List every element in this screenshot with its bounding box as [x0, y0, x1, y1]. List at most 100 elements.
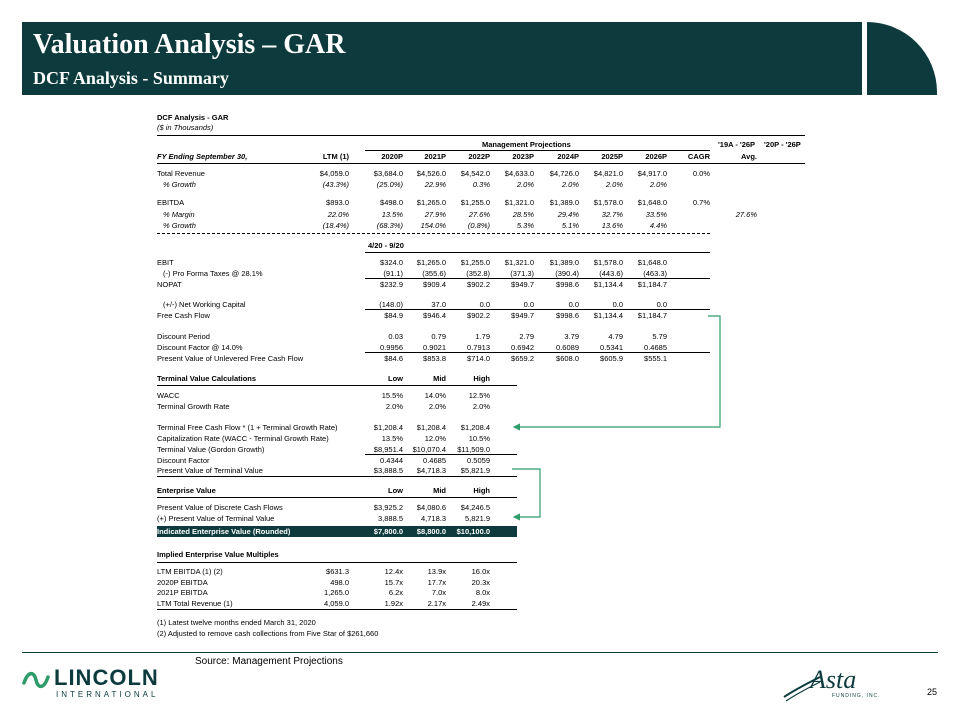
cell-value: 0.4685: [423, 456, 446, 465]
row-label: Indicated Enterprise Value (Rounded): [157, 527, 291, 536]
cell-value: $3,684.0: [373, 169, 403, 178]
cell-value: 2.49x: [471, 599, 490, 608]
cell-value: 6.2x: [388, 588, 403, 597]
cell-value: (18.4%): [322, 221, 349, 230]
cell-value: $1,389.0: [549, 258, 579, 267]
cell-value: 498.0: [330, 578, 349, 587]
tv-discount-rule: [365, 454, 517, 455]
cell-value: $1,389.0: [549, 198, 579, 207]
fcf-row: Free Cash Flow $84.9 $946.4 $902.2 $949.7 $99…: [157, 310, 805, 321]
enterprise-value-header: Enterprise Value Low Mid High: [157, 485, 805, 496]
row-label: FY Ending September 30,: [157, 152, 248, 161]
fcf-row: (-) Pro Forma Taxes @ 28.1% (91.1) (355.6)…: [157, 268, 805, 279]
multiples-row: LTM Total Revenue (1) 4,059.0 1.92x 2.17x 2.…: [157, 598, 805, 609]
title-banner: Valuation Analysis – GAR DCF Analysis - …: [22, 22, 862, 95]
row-label: 2020P EBITDA: [157, 578, 208, 587]
header-top-rule: [157, 135, 805, 136]
income-row: % Growth (18.4%) (68.3%) 154.0% (0.8%) 5.3% 5.…: [157, 220, 805, 231]
cell-value: (43.3%): [322, 180, 349, 189]
international-wordmark: INTERNATIONAL: [56, 690, 159, 699]
cell-value: (148.0): [379, 300, 403, 309]
avg-range-label: '20P - '26P: [764, 140, 801, 149]
enterprise-value-row: (+) Present Value of Terminal Value 3,888…: [157, 513, 805, 524]
cell-value: 2024P: [557, 152, 579, 161]
cell-value: 13.6%: [601, 221, 623, 230]
row-label: % Growth: [163, 221, 196, 230]
cell-value: $1,134.4: [593, 280, 623, 289]
cell-value: $4,726.0: [549, 169, 579, 178]
cell-value: 32.7%: [601, 210, 623, 219]
cell-value: $902.2: [467, 280, 490, 289]
terminal-value-row: Terminal Free Cash Flow * (1 + Terminal …: [157, 422, 805, 433]
row-label: Free Cash Flow: [157, 311, 210, 320]
cell-value: $1,578.0: [593, 258, 623, 267]
cell-value: 4.79: [608, 332, 623, 341]
cell-value: $998.6: [556, 311, 579, 320]
cell-value: 22.0%: [327, 210, 349, 219]
cell-value: $4,080.6: [416, 503, 446, 512]
cell-value: $1,265.0: [416, 198, 446, 207]
cell-value: $1,265.0: [416, 258, 446, 267]
taxes-rule: [365, 278, 710, 279]
cell-value: 1.92x: [384, 599, 403, 608]
terminal-value-header: Terminal Value Calculations Low Mid High: [157, 373, 805, 384]
terminal-value-row: Terminal Value (Gordon Growth) $8,951.4 $1…: [157, 444, 805, 455]
row-label: Discount Period: [157, 332, 210, 341]
cell-value: 12.0%: [424, 434, 446, 443]
row-label: Discount Factor: [157, 456, 210, 465]
cell-value: Mid: [433, 374, 446, 383]
nwc-rule: [365, 309, 710, 310]
ev-header-rule: [157, 497, 517, 498]
terminal-value-row: Discount Factor 0.4344 0.4685 0.5059: [157, 455, 805, 466]
income-row: Total Revenue $4,059.0 $3,684.0 $4,526.0 $4,…: [157, 168, 805, 179]
cell-value: 8.0x: [475, 588, 490, 597]
cell-value: High: [473, 486, 490, 495]
cell-value: $946.4: [423, 311, 446, 320]
tv-header-rule: [157, 385, 517, 386]
cell-value: 0.7913: [467, 343, 490, 352]
cell-value: 2.0%: [385, 402, 403, 411]
cell-value: 22.9%: [424, 180, 446, 189]
cell-value: 12.5%: [468, 391, 490, 400]
cell-value: $909.4: [423, 280, 446, 289]
cell-value: $10,070.4: [412, 445, 446, 454]
cell-value: $4,526.0: [416, 169, 446, 178]
cell-value: 2.0%: [428, 402, 446, 411]
cell-value: $8,951.4: [373, 445, 403, 454]
stub-period-label: 4/20 - 9/20: [368, 241, 404, 250]
cell-value: Low: [388, 486, 403, 495]
cell-value: $8,800.0: [416, 527, 446, 536]
row-label: (-) Pro Forma Taxes @ 28.1%: [163, 269, 263, 278]
cell-value: (390.4): [555, 269, 579, 278]
cell-value: $1,208.4: [373, 423, 403, 432]
row-label: LTM Total Revenue (1): [157, 599, 233, 608]
cell-value: 4,718.3: [420, 514, 446, 523]
cell-value: $1,208.4: [416, 423, 446, 432]
cell-value: 33.5%: [645, 210, 667, 219]
cell-value: 4.4%: [649, 221, 667, 230]
cell-value: High: [473, 374, 490, 383]
cell-value: $4,246.5: [460, 503, 490, 512]
cell-value: $10,100.0: [456, 527, 490, 536]
management-projections-label: Management Projections: [482, 140, 571, 149]
cell-value: Mid: [433, 486, 446, 495]
cell-value: 16.0x: [471, 567, 490, 576]
cell-value: (68.3%): [376, 221, 403, 230]
cell-value: $1,134.4: [593, 311, 623, 320]
footnote: (2) Adjusted to remove cash collections …: [157, 629, 379, 638]
column-header-row: FY Ending September 30, LTM (1) 2020P 2021P…: [157, 151, 805, 162]
sheet-units: ($ in Thousands): [157, 123, 214, 132]
row-label: EBITDA: [157, 198, 185, 207]
asta-swoosh-icon: [783, 676, 821, 702]
cell-value: 2.0%: [561, 180, 579, 189]
row-label: Enterprise Value: [157, 486, 216, 495]
cell-value: $714.0: [467, 354, 490, 363]
row-label: Present Value of Unlevered Free Cash Flo…: [157, 354, 304, 363]
cell-value: $11,509.0: [457, 445, 490, 454]
cell-value: 0.0: [612, 300, 623, 309]
cell-value: 2026P: [645, 152, 667, 161]
cell-value: (355.6): [422, 269, 446, 278]
row-label: Present Value of Terminal Value: [157, 466, 263, 475]
cell-value: $3,925.2: [373, 503, 403, 512]
cell-value: (371.3): [510, 269, 534, 278]
